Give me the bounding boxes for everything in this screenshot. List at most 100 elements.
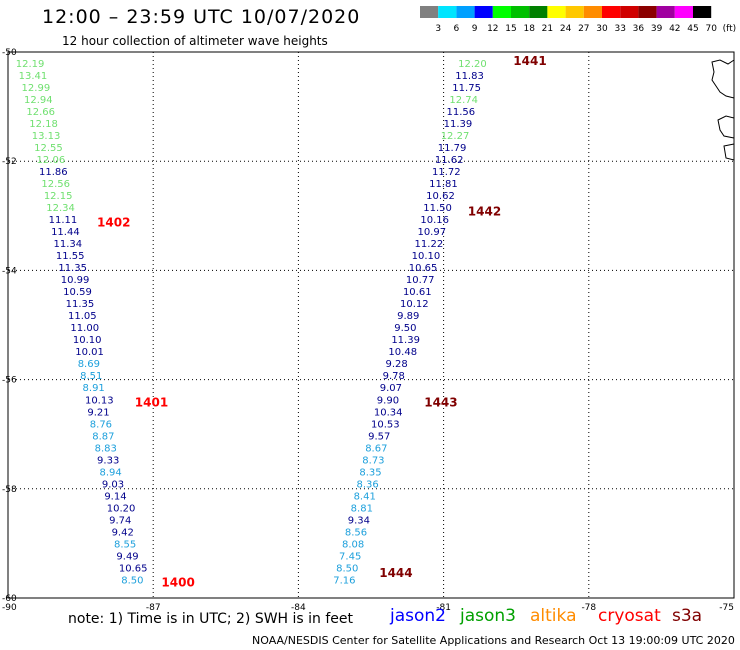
grid [7, 51, 735, 599]
wave-height-point: 12.06 [37, 155, 66, 166]
wave-height-point: 12.27 [441, 131, 470, 142]
wave-height-point: 10.62 [426, 191, 455, 202]
wave-height-point: 9.50 [394, 323, 416, 334]
colorbar-swatch [456, 6, 475, 18]
wave-height-point: 12.55 [34, 143, 63, 154]
x-tick-label: -78 [581, 603, 596, 613]
wave-height-point: 9.07 [380, 383, 402, 394]
wave-height-point: 10.59 [63, 287, 92, 298]
wave-height-point: 10.65 [409, 263, 438, 274]
wave-height-point: 11.34 [53, 239, 82, 250]
wave-height-point: 10.53 [371, 419, 400, 430]
wave-height-point: 8.50 [121, 575, 143, 586]
legend-jason2: jason2 [390, 606, 446, 626]
wave-height-point: 9.33 [97, 455, 119, 466]
wave-height-point: 11.62 [435, 155, 464, 166]
wave-height-point: 9.42 [112, 527, 134, 538]
wave-height-point: 8.94 [99, 467, 121, 478]
time-labels: 1402 1401 1400 1441 1442 1443 1444 [97, 54, 547, 589]
time-label: 1441 [513, 54, 546, 68]
colorbar-swatch [693, 6, 712, 18]
colorbar-swatch [602, 6, 621, 18]
wave-height-point: 10.99 [61, 275, 90, 286]
wave-height-point: 10.77 [406, 275, 435, 286]
wave-height-point: 12.19 [16, 59, 45, 70]
wave-height-point: 10.12 [400, 299, 429, 310]
colorbar-swatch [638, 6, 657, 18]
colorbar-tick-label: (ft) [723, 24, 737, 34]
colorbar-tick-label: 15 [505, 24, 516, 34]
y-tick-label: -60 [2, 594, 17, 604]
colorbar-tick-label: 33 [614, 24, 625, 34]
wave-height-point: 11.83 [455, 71, 484, 82]
colorbar-swatch [547, 6, 566, 18]
wave-height-point: 12.20 [458, 59, 487, 70]
wave-height-point: 10.48 [388, 347, 417, 358]
plot-area: 12.1913.4112.9912.9412.6612.1813.1312.55… [2, 48, 735, 613]
wave-height-point: 9.90 [377, 395, 399, 406]
colorbar-tick-label: 36 [633, 24, 645, 34]
wave-height-point: 11.35 [66, 299, 95, 310]
wave-height-point: 10.97 [417, 227, 446, 238]
wave-height-point: 12.66 [26, 107, 55, 118]
wave-height-point: 11.81 [429, 179, 458, 190]
colorbar-swatch [674, 6, 693, 18]
wave-height-point: 9.03 [102, 479, 124, 490]
time-label: 1402 [97, 215, 130, 229]
y-tick-label: -50 [2, 48, 17, 58]
wave-height-point: 11.44 [51, 227, 80, 238]
colorbar-tick-label: 45 [687, 24, 698, 34]
wave-height-point: 12.94 [24, 95, 53, 106]
wave-height-point: 8.76 [90, 419, 112, 430]
wave-height-point: 13.41 [19, 71, 48, 82]
wave-height-point: 9.34 [348, 515, 370, 526]
colorbar-tick-label: 27 [578, 24, 589, 34]
time-label: 1401 [135, 395, 168, 409]
coastline-shape [711, 59, 735, 99]
wave-height-point: 8.50 [336, 563, 358, 574]
colorbar-tick-label: 30 [596, 24, 608, 34]
time-label: 1442 [468, 204, 501, 218]
wave-height-point: 11.22 [415, 239, 444, 250]
wave-height-point: 9.57 [368, 431, 390, 442]
time-label: 1444 [379, 566, 412, 580]
wave-height-point: 8.69 [78, 359, 100, 370]
wave-height-point: 12.34 [46, 203, 75, 214]
wave-height-point: 8.55 [114, 539, 136, 550]
colorbar-swatch [438, 6, 457, 18]
wave-height-point: 11.55 [56, 251, 85, 262]
colorbar-tick-label: 21 [542, 24, 553, 34]
x-tick-label: -81 [436, 603, 451, 613]
wave-height-point: 8.35 [359, 467, 381, 478]
wave-height-point: 10.10 [73, 335, 102, 346]
colorbar-swatch [420, 6, 439, 18]
wave-height-point: 8.56 [345, 527, 367, 538]
wave-height-point: 10.34 [374, 407, 403, 418]
land-outline [711, 59, 735, 161]
wave-height-point: 11.05 [68, 311, 97, 322]
y-tick-label: -56 [2, 376, 17, 386]
axis-labels: -90 -87 -84 -81 -78 -75 -50 -52 -54 -56 -58 -60 [2, 48, 734, 613]
colorbar-tick-label: 3 [435, 24, 441, 34]
colorbar-swatch [474, 6, 493, 18]
colorbar-swatch [529, 6, 548, 18]
wave-height-point: 10.10 [412, 251, 441, 262]
chart-title: 12:00 – 23:59 UTC 10/07/2020 [42, 6, 361, 28]
wave-height-point: 10.01 [75, 347, 104, 358]
x-tick-label: -90 [2, 603, 17, 613]
legend-s3a: s3a [672, 606, 703, 626]
wave-height-point: 8.83 [95, 443, 117, 454]
coastline-shape [717, 115, 735, 139]
wave-height-point: 9.74 [109, 515, 131, 526]
time-label: 1400 [161, 576, 194, 590]
y-tick-label: -52 [2, 157, 17, 167]
legend-cryosat: cryosat [598, 606, 661, 626]
colorbar-tick-label: 39 [651, 24, 663, 34]
wave-height-point: 13.13 [32, 131, 61, 142]
wave-height-point: 11.11 [49, 215, 78, 226]
footer-note: note: 1) Time is in UTC; 2) SWH is in fe… [68, 611, 354, 627]
colorbar-tick-label: 18 [523, 24, 535, 34]
time-label: 1443 [424, 395, 457, 409]
wave-height-point: 12.15 [44, 191, 73, 202]
